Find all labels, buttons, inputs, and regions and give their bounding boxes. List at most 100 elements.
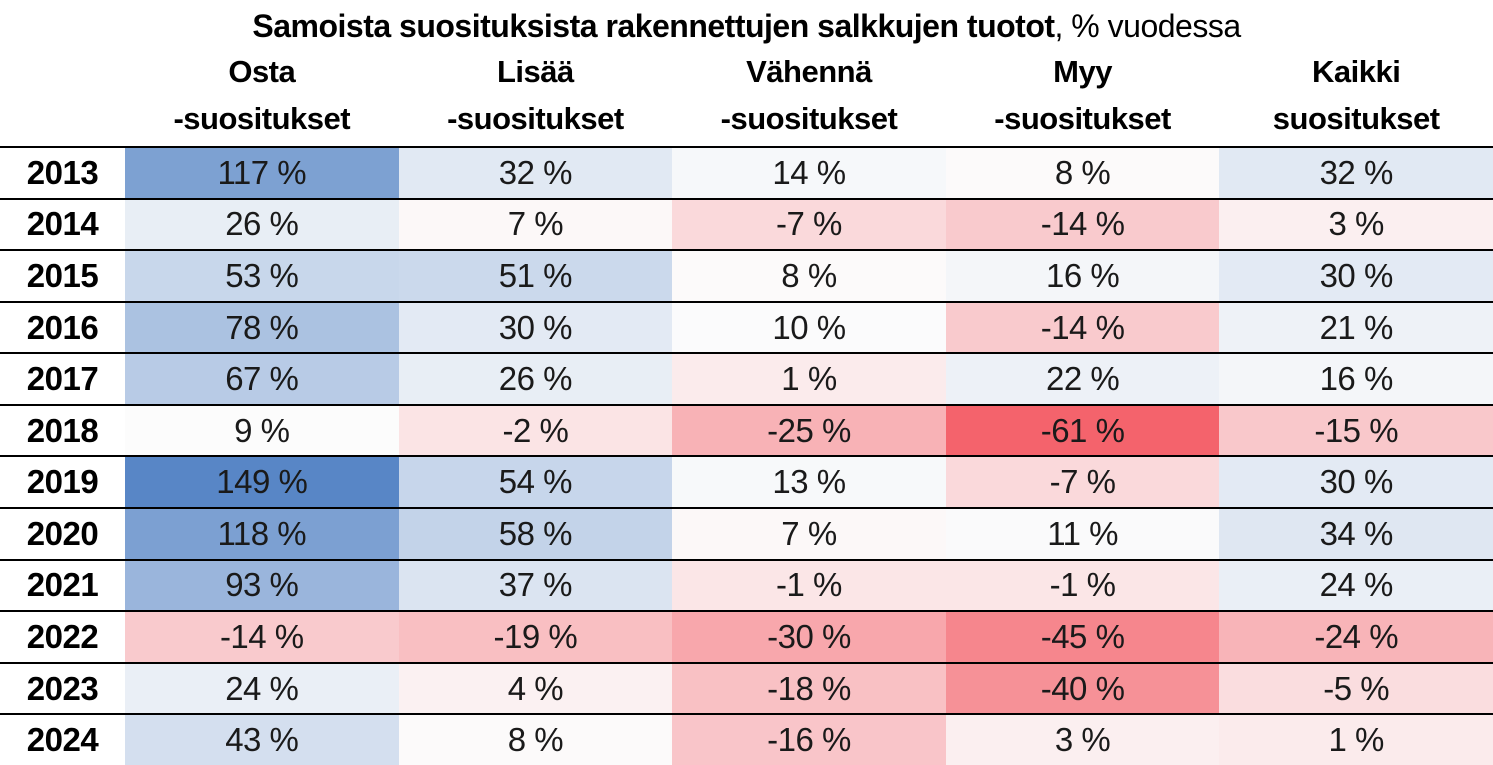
value-cell: -14 % bbox=[125, 611, 399, 663]
value-cell: -18 % bbox=[672, 662, 946, 715]
value-cell: -7 % bbox=[672, 198, 946, 251]
table-row-2023: 2023 24 % 4 % -18 % -40 % -5 % bbox=[0, 662, 1493, 715]
column-header-lisaa: Lisää -suositukset bbox=[398, 48, 673, 147]
value-cell: -7 % bbox=[945, 456, 1220, 509]
value-cell: -40 % bbox=[945, 662, 1220, 715]
value-cell: -16 % bbox=[672, 714, 946, 765]
value-cell: 54 % bbox=[398, 456, 673, 509]
value-cell: 1 % bbox=[1219, 714, 1493, 765]
value-cell: -30 % bbox=[672, 611, 946, 663]
year-label: 2020 bbox=[0, 508, 125, 560]
value-cell: 149 % bbox=[125, 456, 399, 509]
table-row-2013: 2013 117 % 32 % 14 % 8 % 32 % bbox=[0, 147, 1493, 199]
year-label: 2023 bbox=[0, 662, 125, 715]
year-label: 2024 bbox=[0, 714, 125, 765]
value-cell: 9 % bbox=[125, 404, 399, 457]
value-cell: 67 % bbox=[125, 353, 399, 405]
value-cell: -14 % bbox=[945, 301, 1220, 354]
value-cell: 21 % bbox=[1219, 301, 1493, 354]
year-label: 2022 bbox=[0, 611, 125, 663]
value-cell: -2 % bbox=[398, 404, 673, 457]
value-cell: 30 % bbox=[1219, 250, 1493, 302]
value-cell: 26 % bbox=[125, 198, 399, 251]
value-cell: 1 % bbox=[672, 353, 946, 405]
column-header-myy: Myy -suositukset bbox=[945, 48, 1220, 147]
value-cell: 30 % bbox=[398, 301, 673, 354]
column-header-line1: Vähennä bbox=[746, 54, 872, 89]
table-row-2022: 2022 -14 % -19 % -30 % -45 % -24 % bbox=[0, 611, 1493, 663]
value-cell: 7 % bbox=[398, 198, 673, 251]
table-body: 2013 117 % 32 % 14 % 8 % 32 % 2014 26 % 7 % -7 % -… bbox=[0, 147, 1493, 765]
value-cell: -14 % bbox=[945, 198, 1220, 251]
year-label: 2013 bbox=[0, 147, 125, 199]
table-header: Osta -suositukset Lisää -suositukset Vähennä… bbox=[0, 48, 1493, 147]
value-cell: 58 % bbox=[398, 508, 673, 560]
value-cell: 51 % bbox=[398, 250, 673, 302]
value-cell: 117 % bbox=[125, 147, 399, 199]
value-cell: 4 % bbox=[398, 662, 673, 715]
value-cell: -45 % bbox=[945, 611, 1220, 663]
value-cell: 26 % bbox=[398, 353, 673, 405]
value-cell: -5 % bbox=[1219, 662, 1493, 715]
value-cell: 118 % bbox=[125, 508, 399, 560]
table-row-2018: 2018 9 % -2 % -25 % -61 % -15 % bbox=[0, 404, 1493, 457]
column-header-line2: -suositukset bbox=[447, 101, 624, 136]
column-header-line1: Lisää bbox=[497, 54, 574, 89]
year-label: 2019 bbox=[0, 456, 125, 509]
table-row-2024: 2024 43 % 8 % -16 % 3 % 1 % bbox=[0, 714, 1493, 765]
value-cell: 93 % bbox=[125, 559, 399, 612]
value-cell: -61 % bbox=[945, 404, 1220, 457]
table-row-2015: 2015 53 % 51 % 8 % 16 % 30 % bbox=[0, 250, 1493, 302]
column-header-year bbox=[0, 48, 125, 147]
value-cell: -1 % bbox=[945, 559, 1220, 612]
value-cell: -24 % bbox=[1219, 611, 1493, 663]
value-cell: 32 % bbox=[398, 147, 673, 199]
value-cell: 32 % bbox=[1219, 147, 1493, 199]
value-cell: 30 % bbox=[1219, 456, 1493, 509]
value-cell: 10 % bbox=[672, 301, 946, 354]
year-label: 2021 bbox=[0, 559, 125, 612]
column-header-vahenna: Vähennä -suositukset bbox=[672, 48, 946, 147]
value-cell: 43 % bbox=[125, 714, 399, 765]
column-header-line1: Myy bbox=[1053, 54, 1112, 89]
value-cell: 37 % bbox=[398, 559, 673, 612]
value-cell: 24 % bbox=[1219, 559, 1493, 612]
returns-table: Osta -suositukset Lisää -suositukset Vähennä… bbox=[0, 48, 1493, 765]
value-cell: -1 % bbox=[672, 559, 946, 612]
value-cell: 22 % bbox=[945, 353, 1220, 405]
chart-title-main: Samoista suosituksista rakennettujen sal… bbox=[252, 8, 1055, 44]
column-header-line1: Kaikki bbox=[1312, 54, 1401, 89]
column-header-line2: -suositukset bbox=[173, 101, 351, 136]
value-cell: 53 % bbox=[125, 250, 399, 302]
value-cell: 11 % bbox=[945, 508, 1220, 560]
value-cell: -19 % bbox=[398, 611, 673, 663]
column-header-line2: suositukset bbox=[1272, 101, 1440, 136]
value-cell: 24 % bbox=[125, 662, 399, 715]
table-row-2016: 2016 78 % 30 % 10 % -14 % 21 % bbox=[0, 301, 1493, 354]
value-cell: 8 % bbox=[398, 714, 673, 765]
value-cell: 8 % bbox=[945, 147, 1220, 199]
column-header-osta: Osta -suositukset bbox=[125, 48, 399, 147]
year-label: 2015 bbox=[0, 250, 125, 302]
value-cell: 7 % bbox=[672, 508, 946, 560]
table-row-2014: 2014 26 % 7 % -7 % -14 % 3 % bbox=[0, 198, 1493, 251]
column-header-line1: Osta bbox=[228, 54, 296, 89]
chart-title-unit: , % vuodessa bbox=[1054, 8, 1242, 44]
value-cell: 34 % bbox=[1219, 508, 1493, 560]
year-label: 2014 bbox=[0, 198, 125, 251]
value-cell: 78 % bbox=[125, 301, 399, 354]
column-header-line2: -suositukset bbox=[720, 101, 898, 136]
header-row: Osta -suositukset Lisää -suositukset Vähennä… bbox=[0, 48, 1493, 147]
table-row-2021: 2021 93 % 37 % -1 % -1 % 24 % bbox=[0, 559, 1493, 612]
table-row-2020: 2020 118 % 58 % 7 % 11 % 34 % bbox=[0, 508, 1493, 560]
value-cell: -15 % bbox=[1219, 404, 1493, 457]
table-row-2017: 2017 67 % 26 % 1 % 22 % 16 % bbox=[0, 353, 1493, 405]
column-header-kaikki: Kaikki suositukset bbox=[1219, 48, 1493, 147]
value-cell: 3 % bbox=[945, 714, 1220, 765]
year-label: 2018 bbox=[0, 404, 125, 457]
value-cell: 14 % bbox=[672, 147, 946, 199]
value-cell: 16 % bbox=[945, 250, 1220, 302]
value-cell: 3 % bbox=[1219, 198, 1493, 251]
chart-title: Samoista suosituksista rakennettujen sal… bbox=[0, 0, 1493, 42]
